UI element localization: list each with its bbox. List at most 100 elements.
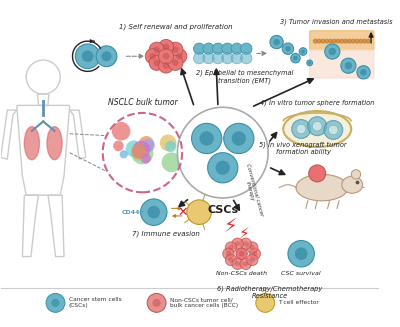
FancyBboxPatch shape [310,31,374,50]
Circle shape [328,125,338,135]
Text: 5) In vivo xenograft tumor
formation ability: 5) In vivo xenograft tumor formation abi… [259,142,347,155]
Circle shape [176,53,182,59]
Circle shape [177,107,268,198]
Circle shape [172,49,187,64]
Circle shape [366,39,370,43]
Circle shape [231,52,242,64]
Circle shape [148,206,160,218]
Ellipse shape [342,176,362,193]
Text: 6) Radiotherapy/Chemotherapy
Resistance: 6) Radiotherapy/Chemotherapy Resistance [217,285,323,299]
Circle shape [134,150,143,161]
Circle shape [247,242,258,253]
Circle shape [240,258,251,269]
Circle shape [134,152,142,160]
Circle shape [241,52,252,64]
Text: Cancer stem cells
(CSCs): Cancer stem cells (CSCs) [69,298,122,308]
Circle shape [241,43,252,54]
Circle shape [256,293,275,312]
Circle shape [187,200,212,224]
Text: 1) Self renewal and proliferation: 1) Self renewal and proliferation [119,23,232,30]
Circle shape [270,35,283,49]
Circle shape [153,299,160,307]
Circle shape [341,58,356,73]
Circle shape [194,43,205,54]
Circle shape [150,53,156,59]
Circle shape [291,53,300,63]
Circle shape [212,52,224,64]
Ellipse shape [283,111,351,147]
Circle shape [149,55,164,70]
Circle shape [321,39,325,43]
Circle shape [140,199,167,225]
Circle shape [158,40,174,55]
Circle shape [158,49,174,64]
Text: 7) Immune evasion: 7) Immune evasion [132,230,200,237]
Circle shape [332,39,336,43]
Circle shape [247,254,258,266]
Circle shape [142,139,155,152]
Circle shape [360,69,366,75]
Circle shape [344,39,348,43]
Circle shape [274,39,280,45]
Circle shape [328,39,332,43]
Circle shape [154,47,160,53]
Circle shape [165,141,176,152]
Circle shape [244,241,248,246]
Circle shape [355,39,359,43]
Circle shape [162,152,182,172]
Circle shape [285,46,290,51]
Circle shape [168,55,183,70]
Circle shape [252,251,257,256]
Circle shape [312,121,322,131]
Ellipse shape [24,127,40,160]
Circle shape [309,165,326,182]
Circle shape [126,140,142,157]
Circle shape [229,258,233,262]
Circle shape [102,52,111,61]
Circle shape [52,299,59,307]
Circle shape [232,238,243,250]
Circle shape [172,47,178,53]
Circle shape [249,248,260,259]
Text: 4) In vitro tumor sphere formation: 4) In vitro tumor sphere formation [260,100,374,106]
Circle shape [224,123,254,154]
Circle shape [75,44,100,69]
Circle shape [307,60,312,66]
Circle shape [336,39,340,43]
Circle shape [132,141,150,159]
Circle shape [158,58,174,73]
Circle shape [301,50,305,53]
Circle shape [226,251,231,256]
Ellipse shape [351,170,361,179]
Circle shape [131,144,146,159]
Circle shape [296,124,306,134]
Circle shape [299,48,307,55]
Circle shape [329,48,336,55]
Circle shape [232,258,243,269]
Circle shape [357,66,370,79]
Text: 3) Tumor invasion and metastasis: 3) Tumor invasion and metastasis [280,18,392,25]
Circle shape [282,43,294,54]
Circle shape [340,39,344,43]
Circle shape [222,52,233,64]
FancyBboxPatch shape [310,50,374,78]
Circle shape [46,293,65,312]
Circle shape [325,39,328,43]
Circle shape [345,62,352,69]
Circle shape [147,293,166,312]
Circle shape [293,56,298,60]
Text: Conventional cancer
therapy: Conventional cancer therapy [240,163,264,218]
Text: NSCLC bulk tumor: NSCLC bulk tumor [108,98,177,107]
Circle shape [203,52,214,64]
Text: Non-CSCs tumor cell/
bulk cancer cells (BCC): Non-CSCs tumor cell/ bulk cancer cells (… [170,298,238,308]
Text: CSCs: CSCs [207,205,238,215]
Circle shape [308,61,311,64]
Circle shape [203,43,214,54]
Circle shape [163,53,169,59]
Circle shape [250,258,255,262]
Ellipse shape [47,127,62,160]
Circle shape [348,39,351,43]
Circle shape [223,248,234,259]
Circle shape [149,42,164,57]
Circle shape [145,49,160,64]
